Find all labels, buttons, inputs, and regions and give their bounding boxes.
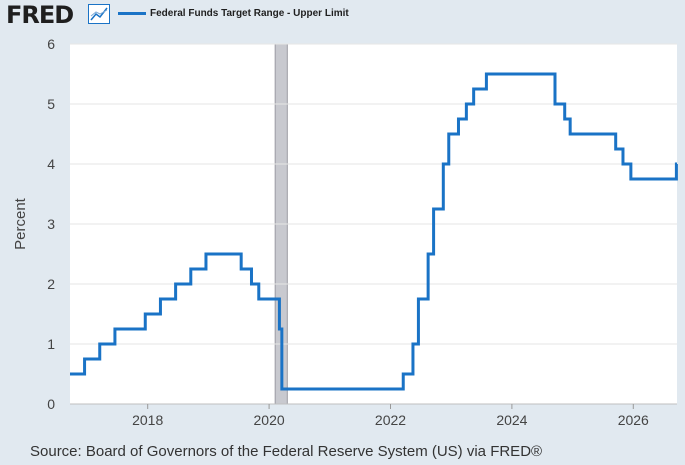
x-tick-label: 2020 (254, 412, 285, 428)
y-tick-label: 4 (47, 156, 55, 172)
fred-logo[interactable]: FRED (6, 1, 74, 29)
y-tick-label: 2 (47, 276, 55, 292)
chart-legend: Federal Funds Target Range - Upper Limit (118, 5, 349, 21)
series-line[interactable] (70, 72, 678, 391)
y-axis-ticks: 0 1 2 3 4 5 6 (47, 36, 55, 412)
x-tick-label: 2018 (132, 412, 163, 428)
x-tick-label: 2022 (375, 412, 406, 428)
x-tick-label: 2024 (496, 412, 527, 428)
x-axis-ticks: 2018 2020 2022 2024 2026 (132, 404, 649, 428)
y-axis-title: Percent (12, 197, 29, 250)
y-tick-label: 0 (47, 396, 55, 412)
legend-swatch (118, 11, 146, 15)
source-note: Source: Board of Governors of the Federa… (30, 443, 543, 460)
y-tick-label: 6 (47, 36, 55, 52)
y-tick-label: 3 (47, 216, 55, 232)
grid-lines (70, 43, 677, 405)
y-tick-label: 5 (47, 96, 55, 112)
chart-header: FRED Federal Funds Target Range - Upper … (0, 0, 685, 30)
line-chart-icon (88, 4, 110, 24)
line-chart: 0 1 2 3 4 5 6 2018 2020 2022 2024 2026 Percent (12, 36, 678, 428)
x-tick-label: 2026 (618, 412, 649, 428)
legend-label: Federal Funds Target Range - Upper Limit (150, 7, 349, 19)
y-tick-label: 1 (47, 336, 55, 352)
